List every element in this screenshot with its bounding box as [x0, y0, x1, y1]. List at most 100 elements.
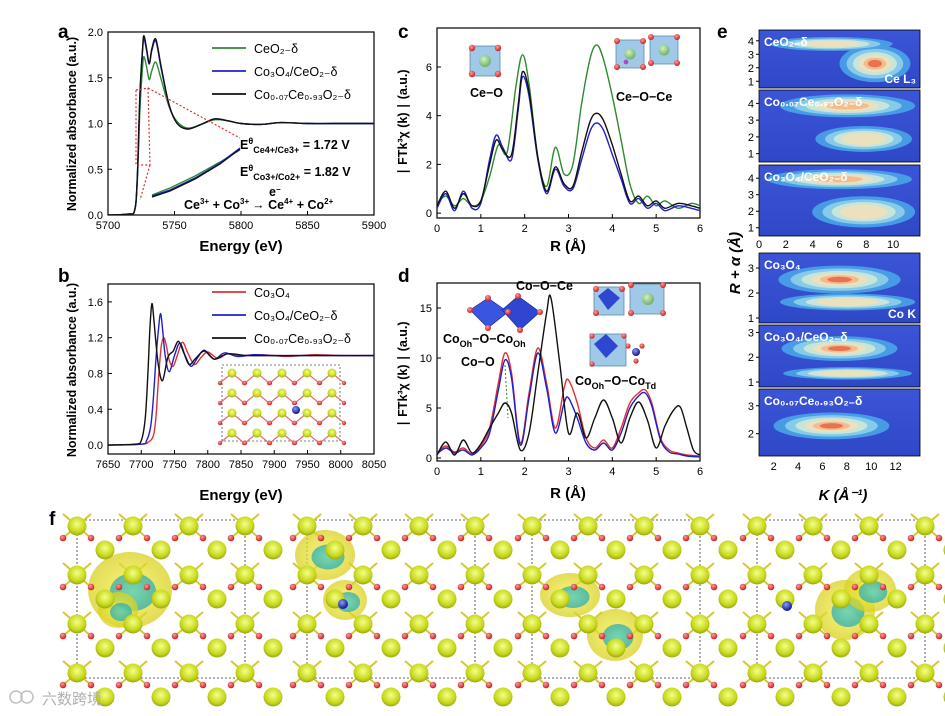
y-tick-label: 1.2 [88, 333, 103, 345]
ce-atom [381, 540, 401, 560]
charge-density-structures [59, 513, 945, 707]
o-atom [767, 632, 775, 640]
wt-frame [758, 89, 921, 163]
ce-atom [493, 540, 513, 560]
o-atom [199, 632, 207, 640]
o-atom [317, 440, 323, 446]
ce-atom [252, 388, 262, 398]
ce-atom [550, 589, 570, 609]
wt-contour [841, 132, 886, 145]
o-atom [289, 534, 297, 542]
ylabel-a: Normalized absorbance (a.u.) [65, 37, 79, 211]
o-atom [710, 632, 718, 640]
o-atom [242, 440, 248, 446]
series-line-red [437, 347, 700, 457]
o-atom [199, 534, 207, 542]
o-atom [823, 681, 831, 689]
o-atom [242, 400, 248, 406]
label-ce-o-ce: Ce−O−Ce [616, 90, 672, 104]
ce-atom [67, 614, 87, 634]
label-co-o: Co−O [461, 355, 495, 369]
ce-atom [409, 614, 429, 634]
y-tick-label: 3 [748, 401, 754, 413]
o-atom [654, 632, 662, 640]
panel-c-label: c [398, 22, 409, 43]
o-atom [514, 534, 522, 542]
wt-contour [827, 346, 852, 352]
ce-atom [302, 408, 312, 418]
y-tick-label: 1 [748, 313, 754, 325]
wavelet-tile-co3o4ceo: Co₃O₄/CeO₂₋δ 1 2 3 4 [748, 164, 921, 237]
o-atom [143, 681, 151, 689]
y-tick-label: 0.0 [88, 440, 103, 452]
ce-atom [302, 428, 312, 438]
o-atom [626, 583, 634, 591]
ce-atom [606, 540, 626, 560]
ce-atom [634, 614, 654, 634]
zoom-line-top [147, 87, 241, 139]
supercell-1 [59, 513, 283, 707]
o-atom [115, 583, 123, 591]
ce-atom [747, 565, 767, 585]
ce-atom [381, 589, 401, 609]
o-atom [429, 583, 437, 591]
y-tick-label: 4 [748, 173, 754, 185]
ce-atom [859, 663, 879, 683]
ce-atom [95, 687, 115, 707]
panel-d: d 0 1 2 3 4 5 6 0 5 10 15 ∣ FTk³χ (k) ∣ (a.u.) R (… [396, 266, 703, 502]
o-atom [457, 534, 465, 542]
ce-atom [207, 540, 227, 560]
ce-atom [831, 540, 851, 560]
x-tick-label: 4 [795, 461, 801, 473]
ce-atom [252, 368, 262, 378]
ce-atom [493, 687, 513, 707]
y-tick-label: 2 [748, 429, 754, 441]
x-tick-label: 7950 [295, 459, 319, 471]
o-atom [907, 681, 915, 689]
ce-atom [606, 589, 626, 609]
co-atom [782, 601, 792, 611]
panel-b-label: b [58, 266, 70, 287]
ce-atom [859, 614, 879, 634]
ce-atom [437, 540, 457, 560]
ce-atom [887, 687, 907, 707]
cell-boundary [76, 519, 246, 679]
o-atom [710, 681, 718, 689]
panel-f-label: f [49, 509, 56, 530]
ce-atom [235, 516, 255, 536]
legend-item: Co₃O₄/CeO₂₋δ [254, 309, 338, 323]
x-tick-label: 1 [478, 223, 484, 235]
o-atom [227, 681, 235, 689]
ylabel-d: ∣ FTk³χ (k) ∣ (a.u.) [396, 321, 411, 426]
ce-atom [859, 516, 879, 536]
ce-atom [831, 589, 851, 609]
y-tick-label: 15 [420, 303, 432, 315]
o-atom [373, 632, 381, 640]
o-atom [199, 583, 207, 591]
ce-atom [327, 428, 337, 438]
ce-atom [353, 614, 373, 634]
ce-atom [803, 663, 823, 683]
o-atom [739, 632, 747, 640]
ce-atom [634, 516, 654, 536]
y-tick-label: 5 [426, 403, 432, 415]
ce-atom [662, 687, 682, 707]
o-atom [907, 583, 915, 591]
o-atom [345, 681, 353, 689]
xlabel-a: Energy (eV) [199, 238, 282, 255]
x-tick-label: 6 [697, 466, 703, 478]
o-atom [879, 583, 887, 591]
o-atom [217, 400, 223, 406]
o-atom [514, 583, 522, 591]
label-cooh-o-cooh: CoOh−O−CoOh [443, 332, 526, 349]
x-tick-label: 8 [844, 461, 850, 473]
wt-sample-label: Co₃O₄/CeO₂₋δ [764, 330, 848, 344]
ce-atom [690, 565, 710, 585]
wt-contour [816, 176, 863, 183]
ce-atom [325, 638, 345, 658]
wt-frame [758, 252, 921, 324]
ce-atom [915, 565, 935, 585]
axis-ticks-b: 7650 7700 7750 7800 7850 7900 7950 8000 8050 0.0 0… [88, 297, 387, 471]
o-atom [87, 632, 95, 640]
